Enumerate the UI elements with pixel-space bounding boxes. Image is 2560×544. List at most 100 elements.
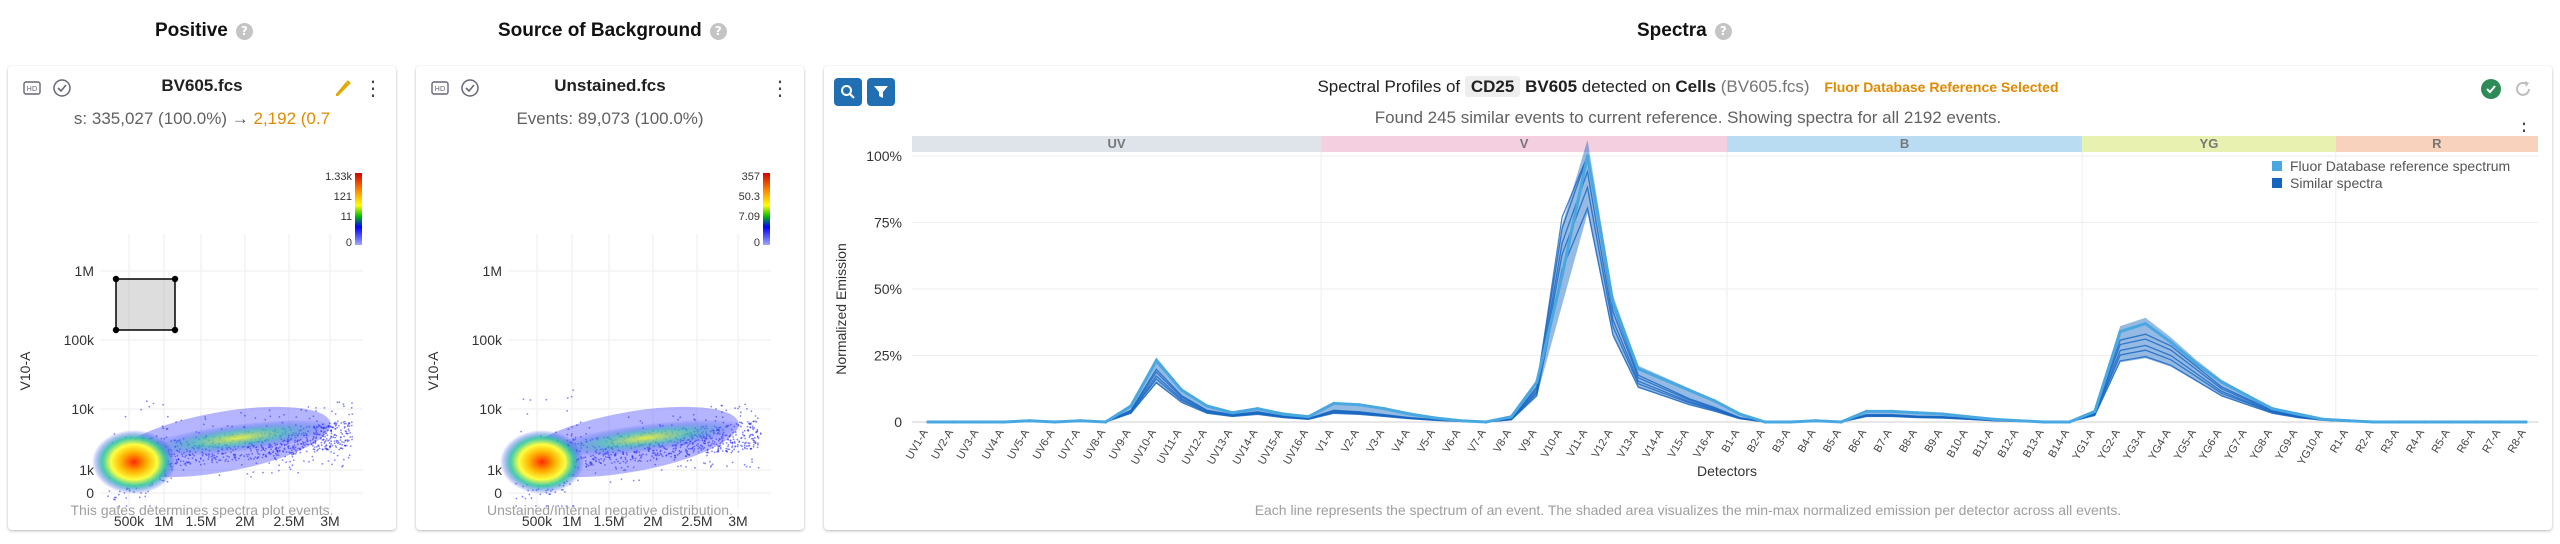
band-label: R	[2432, 136, 2442, 151]
reference-point	[1484, 420, 1488, 424]
x-tick-label: 3M	[320, 513, 339, 529]
x-tick-label: B2-A	[1745, 427, 1768, 455]
x-tick-label: 500k	[522, 513, 553, 529]
help-icon[interactable]: ?	[235, 22, 253, 40]
reference-point	[1991, 417, 1995, 421]
more-vert-icon[interactable]: ⋮	[363, 76, 383, 100]
band-label: V	[1520, 136, 1529, 151]
reference-point	[2169, 340, 2173, 344]
x-tick-label: V2-A	[1339, 427, 1362, 455]
y-axis-label: Normalized Emission	[833, 243, 849, 374]
y-tick-label: 10k	[479, 401, 503, 417]
help-icon[interactable]: ?	[1714, 22, 1732, 40]
spectra-title: Spectral Profiles of CD25 BV605 detected…	[824, 76, 2552, 97]
band-b	[1727, 136, 2083, 152]
reference-point	[2473, 420, 2477, 424]
x-tick-label: B12-A	[1996, 427, 2022, 460]
chart-legend: Fluor Database reference spectrumSimilar…	[2272, 158, 2510, 191]
hd-icon[interactable]: HD	[430, 78, 450, 98]
search-button[interactable]	[834, 78, 862, 106]
file-name: (BV605.fcs)	[1720, 77, 1810, 96]
x-tick-label: YG1-A	[2070, 427, 2097, 462]
y-tick-label: 1M	[483, 263, 502, 279]
more-vert-icon[interactable]: ⋮	[770, 76, 790, 100]
section-title-positive-text: Positive	[155, 20, 228, 41]
colorbar-tick-label: 121	[334, 191, 352, 203]
x-tick-label: YG3-A	[2121, 427, 2148, 462]
colorbar-tick-label: 0	[754, 237, 760, 249]
y-axis-label: V10-A	[425, 351, 441, 391]
reference-point	[2017, 419, 2021, 423]
reference-point	[1661, 377, 1666, 382]
x-tick-label: B4-A	[1796, 427, 1819, 455]
reference-point	[1864, 409, 1869, 413]
reference-point	[1560, 274, 1564, 278]
x-tick-label: B3-A	[1770, 427, 1793, 455]
legend-label: Fluor Database reference spectrum	[2290, 158, 2510, 174]
y-tick-label: 100k	[64, 332, 95, 348]
band-v	[1321, 136, 1727, 152]
reference-spectrum-line	[928, 155, 2526, 424]
colorbar-tick-label: 7.09	[739, 211, 760, 223]
reference-point	[1611, 300, 1615, 304]
reference-point	[951, 420, 955, 424]
x-tick-label: UV16-A	[1281, 427, 1311, 467]
spectra-chart: UV V B YG R 0 25% 50% 75% 100% Normalized Emission…	[833, 136, 2538, 479]
arrow-icon: →	[231, 109, 249, 128]
reference-point	[2143, 321, 2148, 326]
filter-button[interactable]	[867, 78, 895, 106]
legend-swatch	[2272, 161, 2282, 171]
similar-spectrum-line	[928, 205, 2526, 423]
background-plot-card: HD Unstained.fcs ⋮ Events: 89,073 (100.0…	[416, 66, 804, 530]
refresh-icon[interactable]	[2512, 78, 2534, 100]
background-file-title: Unstained.fcs	[554, 76, 666, 95]
x-tick-label: B11-A	[1971, 427, 1997, 459]
x-tick-label: B13-A	[2021, 427, 2047, 460]
reference-point	[2321, 417, 2325, 421]
x-tick-label: V9-A	[1517, 427, 1540, 455]
edit-gate-pencil-icon[interactable]	[332, 77, 354, 99]
background-density-plot[interactable]: 500k1M1.5M2M2.5M3M1M100k10k1k0SSC-AV10-A…	[416, 66, 804, 530]
gate-rectangle	[115, 278, 176, 331]
help-icon[interactable]: ?	[709, 22, 727, 40]
y-tick-label: 10k	[71, 401, 95, 417]
spectra-card: Spectral Profiles of CD25 BV605 detected…	[824, 66, 2552, 530]
reference-point	[2499, 420, 2503, 424]
fluor-name: BV605	[1525, 77, 1578, 96]
x-tick-label: V15-A	[1666, 427, 1692, 460]
reference-point	[1332, 401, 1336, 405]
x-tick-label: R3-A	[2379, 427, 2402, 455]
x-tick-label: V4-A	[1390, 427, 1413, 455]
reference-point	[1839, 420, 1843, 424]
x-tick-label: V3-A	[1365, 427, 1388, 455]
legend-label: Similar spectra	[2290, 175, 2383, 191]
x-tick-label: R6-A	[2455, 427, 2478, 455]
x-tick-label: V7-A	[1466, 427, 1489, 455]
filter-icon	[874, 86, 888, 98]
reference-point	[2042, 420, 2046, 424]
reference-point	[1002, 420, 1006, 424]
reference-point	[1814, 419, 1818, 423]
check-circle-outline-icon[interactable]	[52, 78, 72, 98]
x-tick-label: R2-A	[2353, 427, 2376, 455]
x-tick-label: V6-A	[1441, 427, 1464, 455]
population-name: Cells	[1675, 77, 1717, 96]
reference-point	[2448, 420, 2452, 424]
check-circle-outline-icon[interactable]	[460, 78, 480, 98]
x-tick-label: 2M	[643, 513, 662, 529]
reference-point	[1585, 154, 1590, 158]
x-tick-label: B14-A	[2046, 427, 2072, 460]
x-tick-label: B6-A	[1846, 427, 1869, 455]
hd-icon[interactable]: HD	[22, 78, 42, 98]
x-tick-label: R4-A	[2404, 427, 2427, 455]
reference-point	[2422, 420, 2427, 424]
section-title-positive: Positive ?	[155, 20, 253, 42]
x-tick-label: 1.5M	[593, 513, 624, 529]
colorbar	[763, 173, 770, 245]
colorbar-tick-label: 50.3	[739, 191, 760, 203]
positive-density-plot[interactable]: 500k1M1.5M2M2.5M3M1M100k10k1k0SSC-AV10-A…	[8, 66, 396, 530]
spectra-subtitle: Found 245 similar events to current refe…	[1374, 108, 2002, 127]
x-tick-label: B5-A	[1821, 427, 1844, 455]
reference-point	[1281, 412, 1285, 416]
section-title-spectra-text: Spectra	[1637, 20, 1707, 41]
